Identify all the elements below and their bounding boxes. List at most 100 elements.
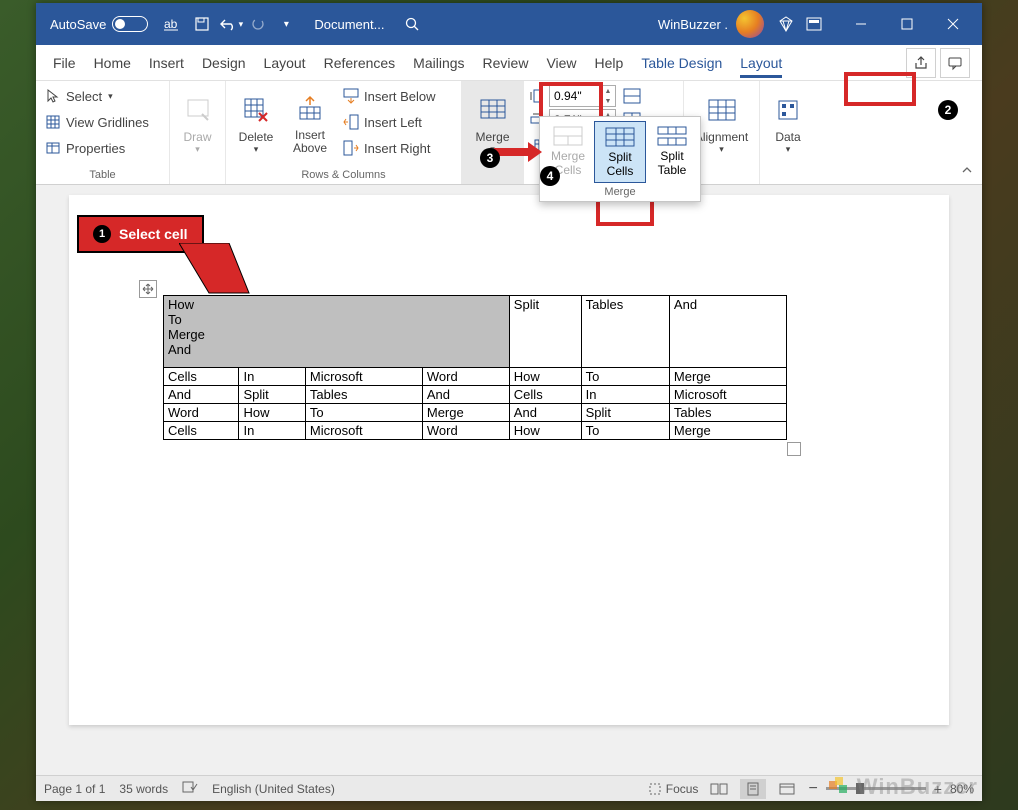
tab-table-design[interactable]: Table Design [632, 45, 731, 81]
titlebar: AutoSave ab ▾ ▾ Document... WinBuzzer . [36, 3, 982, 45]
table-cell[interactable]: In [581, 386, 669, 404]
row-height-input[interactable]: ▲▼ [549, 85, 616, 107]
table-cell[interactable]: Cells [164, 368, 239, 386]
table-cell[interactable]: Word [164, 404, 239, 422]
insert-left-button[interactable]: Insert Left [338, 109, 440, 135]
search-icon[interactable] [398, 10, 426, 38]
undo-icon[interactable]: ▾ [216, 10, 244, 38]
table-cell[interactable]: How [509, 422, 581, 440]
table-cell[interactable]: Cells [509, 386, 581, 404]
table-cell[interactable]: Tables [669, 404, 786, 422]
delete-button[interactable]: Delete▾ [230, 83, 282, 165]
view-gridlines-button[interactable]: View Gridlines [40, 109, 153, 135]
dropdown-group-label: Merge [542, 183, 698, 201]
annotation-num-3: 3 [480, 148, 500, 168]
group-label-table: Table [40, 166, 165, 184]
select-button[interactable]: Select▾ [40, 83, 153, 109]
minimize-button[interactable] [838, 3, 884, 45]
table-cell[interactable]: Word [422, 422, 509, 440]
tab-design[interactable]: Design [193, 45, 255, 81]
tab-home[interactable]: Home [85, 45, 140, 81]
draw-button: Draw▾ [174, 83, 221, 165]
language-indicator[interactable]: English (United States) [212, 782, 335, 796]
table-cell[interactable]: To [305, 404, 422, 422]
redo-icon[interactable] [244, 10, 272, 38]
autosave-toggle[interactable]: AutoSave [50, 16, 148, 32]
table-cell[interactable]: How [239, 404, 305, 422]
table-cell[interactable]: Split [239, 386, 305, 404]
tab-review[interactable]: Review [474, 45, 538, 81]
insert-above-button[interactable]: Insert Above [284, 83, 336, 165]
table-cell[interactable]: Microsoft [305, 422, 422, 440]
tab-view[interactable]: View [537, 45, 585, 81]
collapse-ribbon-icon[interactable] [960, 163, 974, 180]
table-cell[interactable]: Tables [581, 296, 669, 368]
document-table[interactable]: How To Merge And Split Tables And CellsI… [163, 295, 787, 440]
read-mode-icon[interactable] [706, 779, 732, 799]
tab-references[interactable]: References [315, 45, 405, 81]
table-cell[interactable]: Word [422, 368, 509, 386]
print-layout-icon[interactable] [740, 779, 766, 799]
user-avatar[interactable] [736, 10, 764, 38]
table-cell[interactable]: In [239, 368, 305, 386]
table-move-handle[interactable] [139, 280, 157, 298]
group-label-rowscols: Rows & Columns [230, 166, 457, 184]
maximize-button[interactable] [884, 3, 930, 45]
distribute-rows-icon[interactable] [623, 87, 641, 105]
word-count[interactable]: 35 words [119, 782, 168, 796]
table-cell[interactable]: Merge [669, 422, 786, 440]
tab-table-layout[interactable]: Layout [731, 45, 791, 81]
word-window: AutoSave ab ▾ ▾ Document... WinBuzzer . … [36, 3, 982, 801]
split-cells-item[interactable]: SplitCells [594, 121, 646, 183]
user-name[interactable]: WinBuzzer . [658, 17, 728, 32]
tab-insert[interactable]: Insert [140, 45, 193, 81]
save-icon[interactable] [188, 10, 216, 38]
diamond-icon[interactable] [772, 10, 800, 38]
table-cell[interactable]: Split [509, 296, 581, 368]
table-cell[interactable]: Cells [164, 422, 239, 440]
table-cell[interactable]: Merge [422, 404, 509, 422]
split-table-item[interactable]: SplitTable [646, 121, 698, 183]
table-cell[interactable]: Split [581, 404, 669, 422]
data-button[interactable]: Data▾ [764, 83, 812, 165]
tab-help[interactable]: Help [586, 45, 633, 81]
table-cell[interactable]: In [239, 422, 305, 440]
table-cell[interactable]: Tables [305, 386, 422, 404]
comments-button[interactable] [940, 48, 970, 78]
svg-text:ab: ab [164, 17, 178, 31]
focus-mode-icon[interactable]: Focus [648, 782, 699, 796]
ribbon-tabs: File Home Insert Design Layout Reference… [36, 45, 982, 81]
customize-qat-icon[interactable]: ▾ [272, 10, 300, 38]
properties-button[interactable]: Properties [40, 135, 153, 161]
table-cell[interactable]: Merge [669, 368, 786, 386]
table-cell[interactable]: And [164, 386, 239, 404]
ribbon-display-icon[interactable] [800, 10, 828, 38]
accessibility-icon[interactable]: ab [158, 10, 186, 38]
document-title[interactable]: Document... [314, 17, 384, 32]
page-indicator[interactable]: Page 1 of 1 [44, 782, 105, 796]
tab-layout[interactable]: Layout [255, 45, 315, 81]
close-button[interactable] [930, 3, 976, 45]
table-cell[interactable]: To [581, 368, 669, 386]
merged-cell[interactable]: How To Merge And [164, 296, 510, 368]
share-button[interactable] [906, 48, 936, 78]
ribbon: Select▾ View Gridlines Properties Table … [36, 81, 982, 185]
spellcheck-icon[interactable] [182, 780, 198, 797]
table-cell[interactable]: To [581, 422, 669, 440]
page: 1 Select cell How To Merge And Split Tab… [69, 195, 949, 725]
table-cell[interactable]: Microsoft [305, 368, 422, 386]
document-area: 1 Select cell How To Merge And Split Tab… [36, 185, 982, 775]
table-cell[interactable]: How [509, 368, 581, 386]
insert-below-button[interactable]: Insert Below [338, 83, 440, 109]
insert-right-button[interactable]: Insert Right [338, 135, 440, 161]
table-resize-handle[interactable] [787, 442, 801, 456]
tab-file[interactable]: File [44, 45, 85, 81]
table-cell[interactable]: And [509, 404, 581, 422]
zoom-out-icon[interactable]: − [808, 780, 817, 798]
tab-mailings[interactable]: Mailings [404, 45, 473, 81]
table-cell[interactable]: And [422, 386, 509, 404]
web-layout-icon[interactable] [774, 779, 800, 799]
table-cell[interactable]: And [669, 296, 786, 368]
table-cell[interactable]: Microsoft [669, 386, 786, 404]
annotation-arrow-3 [494, 140, 542, 164]
